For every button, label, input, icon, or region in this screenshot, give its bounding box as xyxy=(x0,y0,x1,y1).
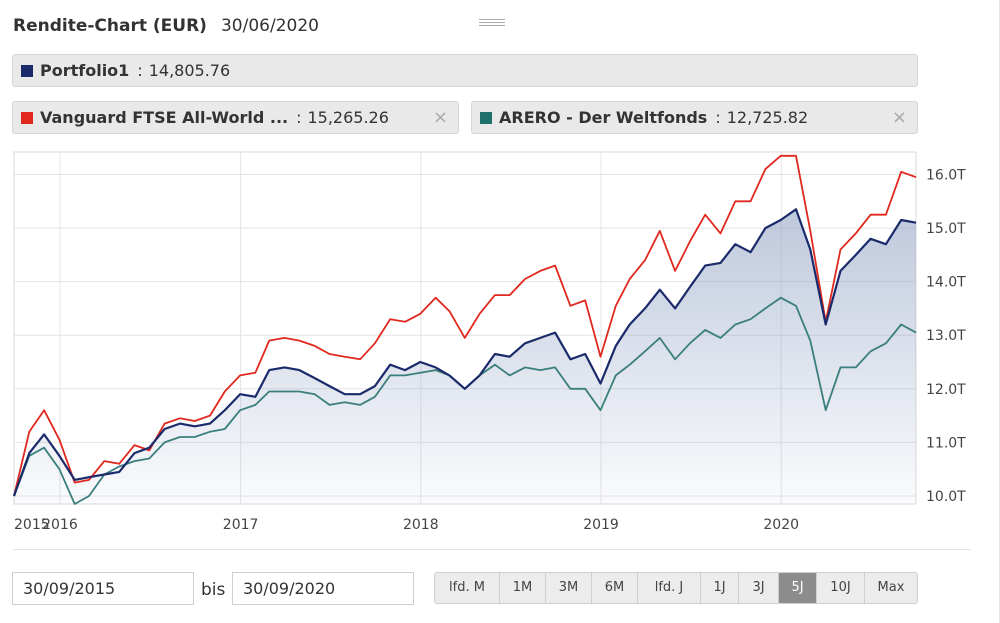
series-line-portfolio1[interactable] xyxy=(12,208,917,497)
y-tick-label: 14.0T xyxy=(926,275,966,291)
range-button-1m[interactable]: 1M xyxy=(500,573,546,603)
area-layer xyxy=(14,209,916,505)
divider xyxy=(13,549,971,550)
legend-swatch-portfolio1 xyxy=(21,64,33,77)
y-axis: 10.0T 11.0T 12.0T 13.0T 14.0T 15.0T 16.0T xyxy=(926,168,966,505)
x-tick-label: 2019 xyxy=(583,517,619,533)
legend-name: ARERO - Der Weltfonds xyxy=(499,108,708,127)
from-date-input[interactable] xyxy=(12,572,194,605)
y-tick-label: 15.0T xyxy=(926,221,966,237)
to-date-input[interactable] xyxy=(232,572,414,605)
drag-handle-icon[interactable] xyxy=(479,19,505,29)
legend-value: 12,725.82 xyxy=(726,108,809,127)
legend-item-vanguard[interactable]: Vanguard FTSE All-World ... : 15,265.26 … xyxy=(12,101,459,134)
close-icon[interactable]: × xyxy=(432,107,448,128)
x-tick-label: 2015 xyxy=(14,517,50,533)
x-tick-label: 2017 xyxy=(223,517,259,533)
y-tick-label: 10.0T xyxy=(926,489,966,505)
chart-title: Rendite-Chart (EUR) xyxy=(13,16,207,36)
range-button-3j[interactable]: 3J xyxy=(739,573,779,603)
legend-name: Vanguard FTSE All-World ... xyxy=(40,108,289,127)
range-button-max[interactable]: Max xyxy=(877,580,905,595)
header: Rendite-Chart (EUR) 30/06/2020 xyxy=(13,16,319,42)
range-button-lfd-j[interactable]: lfd. J xyxy=(638,573,701,603)
range-button-lfd-m[interactable]: lfd. M xyxy=(435,573,500,603)
chart-date: 30/06/2020 xyxy=(220,16,319,36)
range-button-group: lfd. M 1M 3M 6M lfd. J 1J 3J 5J 10J Max xyxy=(434,572,918,604)
x-tick-label: 2020 xyxy=(763,517,799,533)
x-tick-label: 2018 xyxy=(403,517,439,533)
x-tick-label: 2016 xyxy=(42,517,78,533)
y-tick-label: 16.0T xyxy=(926,168,966,184)
range-button-5j[interactable]: 5J xyxy=(779,573,817,603)
series-area-portfolio1 xyxy=(14,209,916,505)
y-tick-label: 11.0T xyxy=(926,435,966,451)
legend-swatch-vanguard xyxy=(21,111,33,124)
legend-value: 14,805.76 xyxy=(148,61,231,80)
line-layer xyxy=(12,154,917,505)
legend-item-arero[interactable]: ARERO - Der Weltfonds : 12,725.82 × xyxy=(471,101,918,134)
range-button-3m[interactable]: 3M xyxy=(546,573,592,603)
series-line-vanguard-ftse-all-world[interactable] xyxy=(13,154,917,497)
range-button-6m[interactable]: 6M xyxy=(592,573,638,603)
y-tick-label: 13.0T xyxy=(926,328,966,344)
close-icon[interactable]: × xyxy=(891,107,907,128)
y-tick-label: 12.0T xyxy=(926,382,966,398)
legend-name: Portfolio1 xyxy=(40,61,130,80)
legend-item-portfolio1[interactable]: Portfolio1 : 14,805.76 xyxy=(12,54,918,87)
range-button-1j[interactable]: 1J xyxy=(701,573,739,603)
range-button-10j[interactable]: 10J xyxy=(817,573,865,603)
bis-label: bis xyxy=(201,580,226,600)
legend-swatch-arero xyxy=(480,111,492,124)
legend-value: 15,265.26 xyxy=(307,108,389,127)
